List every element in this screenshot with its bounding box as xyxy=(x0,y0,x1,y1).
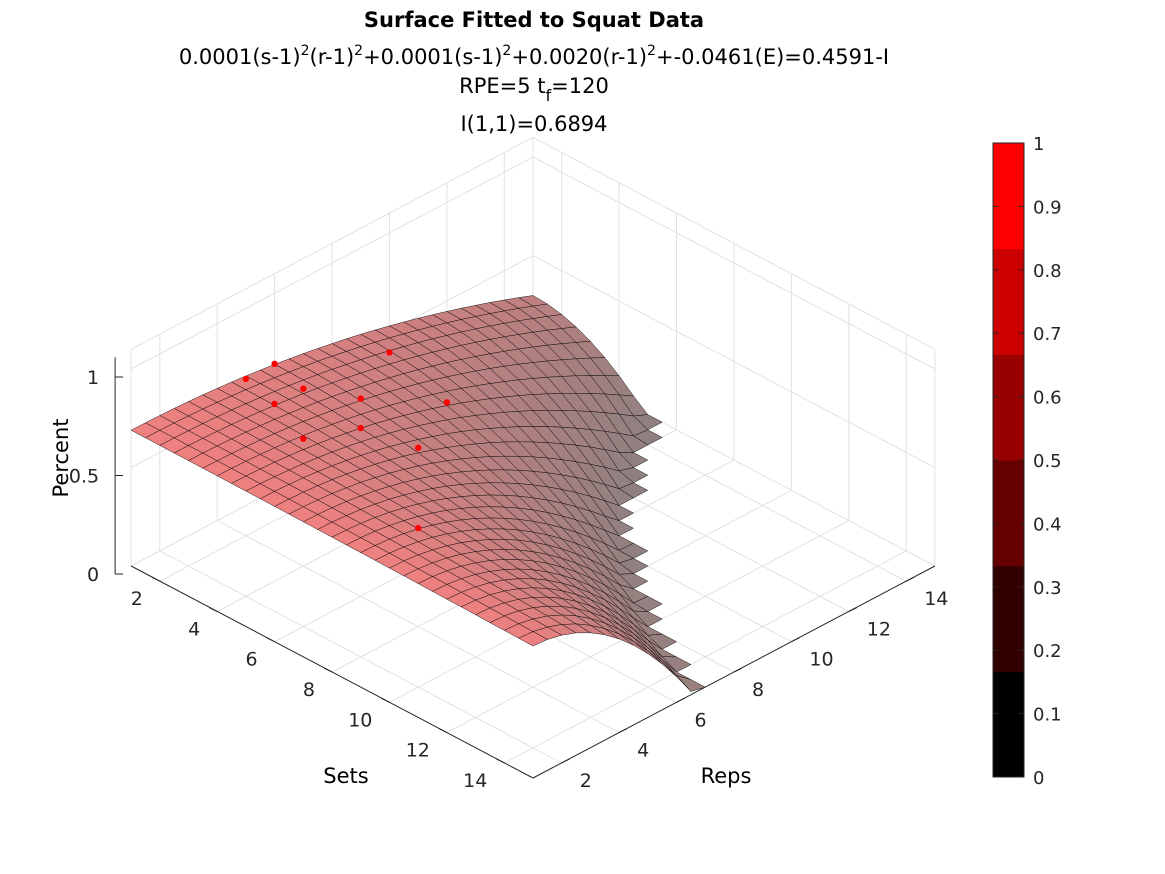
x-tick xyxy=(323,667,333,673)
eq-part: +-0.0461(E)=0.4591-I xyxy=(656,45,889,69)
z-tick-label: 0 xyxy=(87,564,99,586)
data-point xyxy=(271,400,278,408)
y-tick xyxy=(791,637,800,643)
surface-patch xyxy=(518,631,548,647)
colorbar-band xyxy=(993,143,1024,250)
y-tick-label: 6 xyxy=(695,709,707,731)
x-tick-label: 4 xyxy=(188,619,200,641)
colorbar: 0 0.1 0.2 0.3 0.4 0.5 0.6 0.7 0.8 0.9 1 xyxy=(992,134,1062,789)
y-axis-line xyxy=(532,565,936,779)
data-point xyxy=(242,375,250,383)
y-tick-label: 12 xyxy=(867,619,891,641)
x-tick xyxy=(151,576,161,582)
colorbar-band xyxy=(993,248,1024,355)
data-point xyxy=(415,444,422,451)
x-tick-label: 14 xyxy=(463,770,487,792)
colorbar-band xyxy=(993,354,1024,461)
y-tick xyxy=(848,607,858,612)
data-point xyxy=(300,385,307,392)
chart-title: Surface Fitted to Squat Data xyxy=(364,8,704,32)
x-tick xyxy=(496,758,505,764)
colorbar-tick-label: 0.8 xyxy=(1033,261,1062,282)
colorbar-tick-label: 0.4 xyxy=(1033,514,1062,535)
z-tick-label: 1 xyxy=(87,367,99,389)
x-tick-label: 12 xyxy=(406,740,430,762)
data-point xyxy=(386,349,393,356)
colorbar-band xyxy=(993,565,1024,672)
x-tick xyxy=(438,728,448,734)
eq-part: +0.0020(r-1) xyxy=(511,45,647,69)
colorbar-tick-label: 0.1 xyxy=(1033,705,1062,726)
y-tick xyxy=(905,576,915,582)
eq-part: (r-1) xyxy=(310,45,355,69)
colorbar-tick-label: 1 xyxy=(1033,134,1044,155)
z-tick-label: 0.5 xyxy=(69,466,99,488)
data-point xyxy=(300,435,307,442)
y-tick xyxy=(676,697,685,703)
y-tick xyxy=(733,667,743,673)
data-point xyxy=(415,524,422,532)
y-tick-label: 10 xyxy=(809,649,833,671)
colorbar-tick-label: 0.2 xyxy=(1033,641,1062,662)
data-point xyxy=(357,395,364,402)
x-tick-label: 6 xyxy=(246,649,258,671)
floor-gridline xyxy=(216,520,620,734)
colorbar-band xyxy=(993,460,1024,567)
floor-gridline xyxy=(159,550,562,764)
box-edge xyxy=(130,136,534,350)
colorbar-tick-label: 0.3 xyxy=(1033,578,1062,599)
colorbar-band xyxy=(993,671,1024,778)
y-tick xyxy=(618,728,628,734)
colorbar-tick-label: 0.9 xyxy=(1033,197,1062,218)
wall-gridline xyxy=(130,156,534,370)
eq-sup: 2 xyxy=(502,43,511,59)
params-b: =120 xyxy=(551,74,609,98)
x-tick-label: 8 xyxy=(303,679,315,701)
surface-plot xyxy=(130,295,706,692)
colorbar-tick-label: 0 xyxy=(1033,768,1044,789)
x-tick xyxy=(208,607,218,612)
colorbar-tick-label: 0.7 xyxy=(1033,324,1062,345)
x-tick-label: 10 xyxy=(348,709,372,731)
x-tick xyxy=(266,637,275,643)
y-tick-label: 4 xyxy=(637,740,649,762)
chart-subtitle-params: RPE=5 tf=120 xyxy=(459,74,609,105)
x-tick-label: 2 xyxy=(131,588,143,610)
params-a: RPE=5 t xyxy=(459,74,545,98)
y-tick-label: 8 xyxy=(752,679,764,701)
chart-subtitle-equation: 0.0001(s-1)2(r-1)2+0.0001(s-1)2+0.0020(r… xyxy=(179,43,889,69)
wall-gridline xyxy=(532,255,936,468)
params-sub: f xyxy=(546,86,552,105)
z-axis-label: Percent xyxy=(49,418,73,497)
data-points xyxy=(242,349,451,532)
y-tick xyxy=(561,758,570,764)
data-point xyxy=(271,360,278,367)
eq-part: 0.0001(s-1) xyxy=(179,45,301,69)
eq-sup: 2 xyxy=(354,43,363,59)
chart-subtitle-init: I(1,1)=0.6894 xyxy=(460,112,607,136)
data-point xyxy=(443,399,451,406)
y-axis-label: Reps xyxy=(701,764,752,788)
colorbar-tick-label: 0.5 xyxy=(1033,451,1062,472)
eq-sup: 2 xyxy=(647,43,656,59)
data-point xyxy=(357,424,364,432)
x-axis-label: Sets xyxy=(323,764,368,788)
y-tick-label: 14 xyxy=(924,588,948,610)
axes: 2 4 6 8 10 12 14 2 4 6 8 10 12 14 0 0.5 1 xyxy=(69,357,948,792)
x-axis-line xyxy=(130,565,534,779)
eq-sup: 2 xyxy=(301,43,310,59)
y-tick-label: 2 xyxy=(580,770,592,792)
wall-gridline xyxy=(532,156,936,370)
box-edge xyxy=(532,136,936,350)
x-tick xyxy=(381,697,390,703)
eq-part: +0.0001(s-1) xyxy=(363,45,502,69)
colorbar-tick-label: 0.6 xyxy=(1033,388,1062,409)
